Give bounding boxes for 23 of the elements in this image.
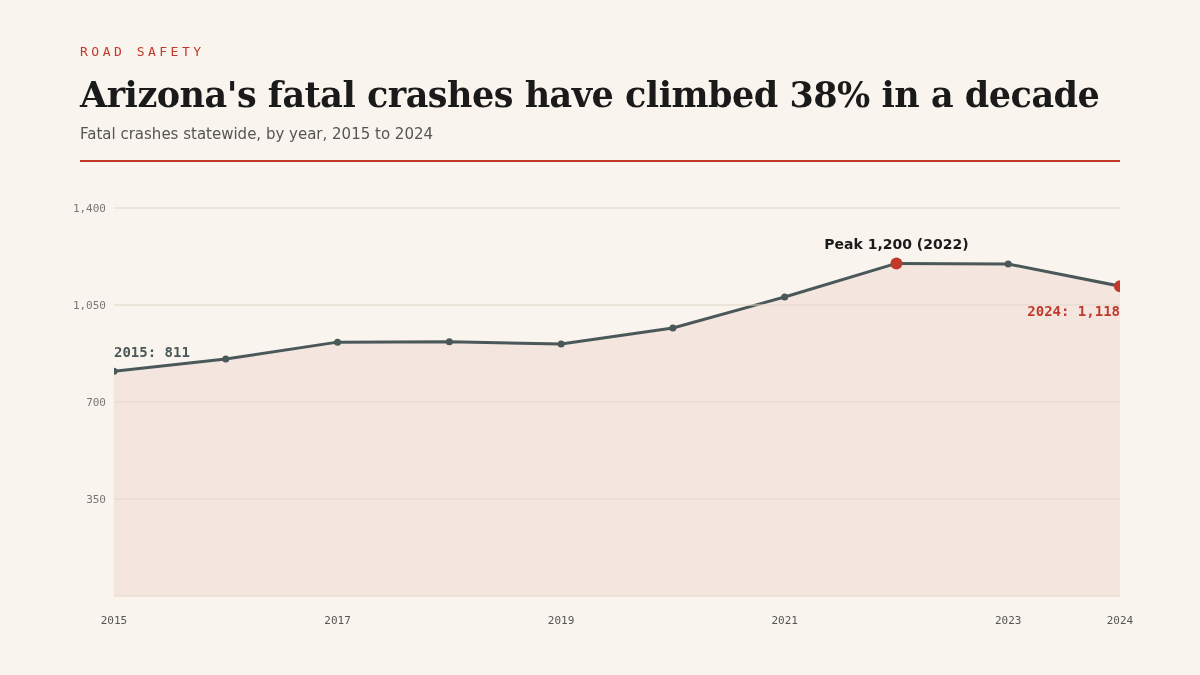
y-tick-label: 700	[86, 395, 106, 409]
y-tick-label: 1,400	[72, 201, 106, 215]
text: ROAD SAFETY	[80, 44, 205, 59]
x-tick-label: 2021	[771, 613, 798, 627]
point	[1004, 260, 1012, 268]
point	[669, 324, 677, 332]
x-tick-label: 2015	[100, 613, 128, 627]
point	[334, 338, 342, 346]
point	[222, 355, 230, 363]
point	[781, 293, 789, 301]
point	[445, 338, 453, 346]
x-tick-label: 2017	[324, 613, 351, 627]
chart-title: Arizona's fatal crashes have climbed 38% in a decade	[80, 74, 1100, 115]
x-tick-label: 2023	[994, 613, 1022, 627]
y-tick-label: 1,050	[72, 298, 106, 312]
point	[557, 340, 565, 348]
annotation: 2024: 1,118	[1027, 303, 1120, 320]
x-tick-label: 2024	[1106, 613, 1134, 627]
x-tick-label: 2019	[547, 613, 575, 627]
annotation: Peak 1,200 (2022)	[824, 236, 969, 253]
chart-subtitle: Fatal crashes statewide, by year, 2015 to 2024	[80, 125, 434, 143]
annotation: 2015: 811	[114, 344, 190, 361]
y-tick-label: 350	[86, 492, 106, 506]
